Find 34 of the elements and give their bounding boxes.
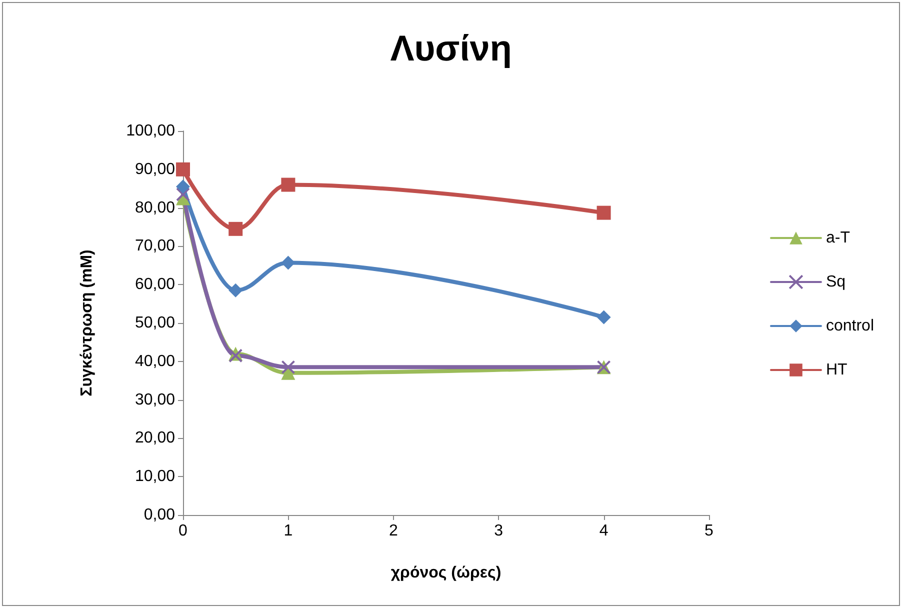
x-tick-label: 1 xyxy=(284,522,293,540)
x-axis-title: χρόνος (ώρες) xyxy=(390,564,502,582)
point xyxy=(228,222,243,236)
y-tick-label: 70,00 xyxy=(134,238,176,255)
x-tick-label: 3 xyxy=(494,522,504,540)
y-tick-label: 10,00 xyxy=(134,468,176,486)
legend-label: a-T xyxy=(826,230,850,246)
y-tick-label: 0,00 xyxy=(144,506,176,524)
point xyxy=(176,180,190,194)
y-tick-label: 60,00 xyxy=(134,276,176,294)
y-tick-label: 50,00 xyxy=(134,314,176,332)
point xyxy=(596,206,611,220)
chart-title: Λυσίνη xyxy=(390,28,512,68)
y-tick-label: 40,00 xyxy=(134,352,176,370)
point xyxy=(281,256,296,270)
point xyxy=(228,283,243,298)
x-tick-label: 0 xyxy=(178,522,188,540)
y-axis-title: Συγκέντρωση (mM) xyxy=(78,250,96,396)
point xyxy=(596,310,611,324)
x-tick-label: 4 xyxy=(599,522,608,540)
x-tick-label: 2 xyxy=(388,522,398,540)
point xyxy=(176,162,190,176)
point xyxy=(281,360,296,374)
point xyxy=(281,178,296,192)
y-tick-label: 80,00 xyxy=(134,199,176,216)
legend-label: HT xyxy=(826,362,848,378)
y-tick-label: 20,00 xyxy=(134,430,176,447)
y-tick-label: 30,00 xyxy=(134,391,176,408)
y-tick-label: 90,00 xyxy=(134,160,176,178)
y-tick-label: 100,00 xyxy=(126,122,176,140)
x-tick-label: 5 xyxy=(704,522,714,540)
legend-label: control xyxy=(826,318,874,334)
legend-label: Sq xyxy=(826,274,846,290)
point xyxy=(176,187,190,202)
